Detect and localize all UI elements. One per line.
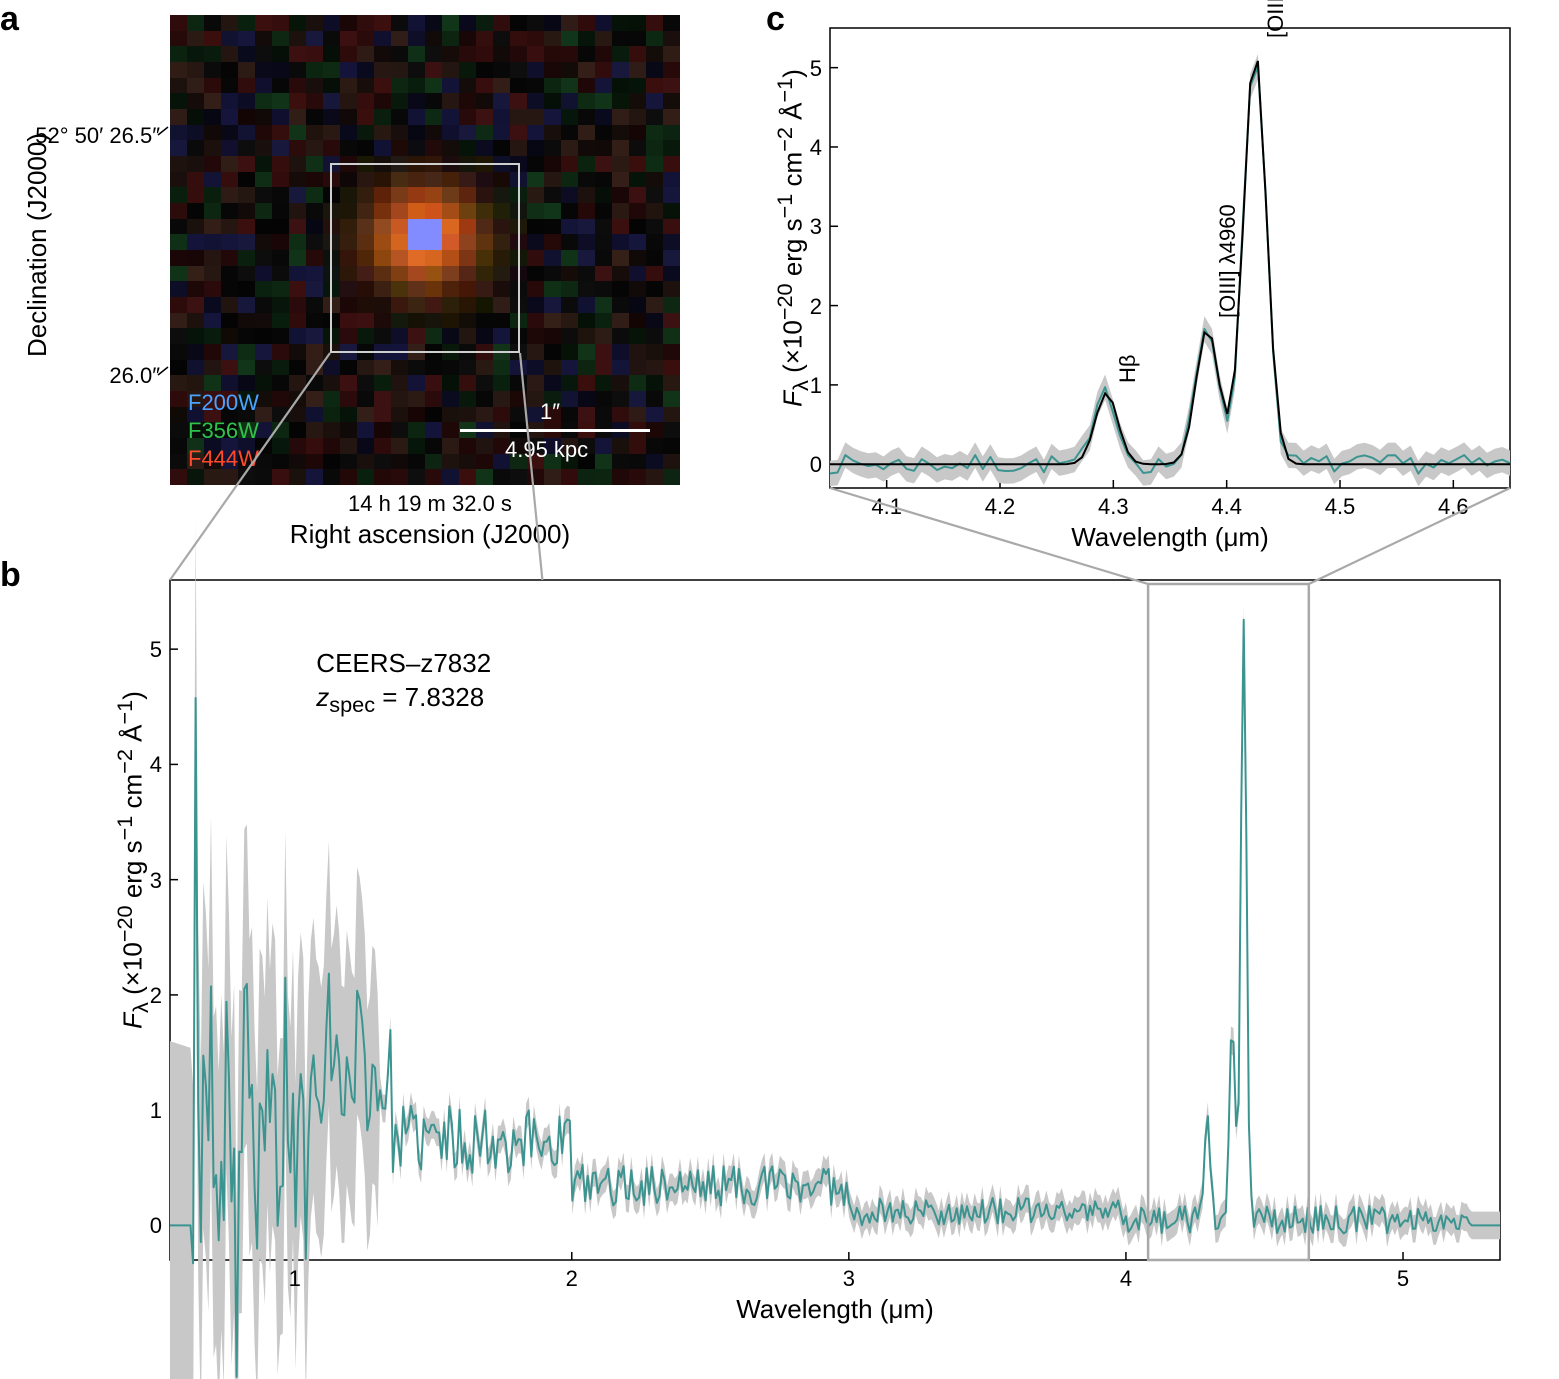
filter-legend-item: F200W: [188, 389, 259, 417]
xtick-label: 5: [1378, 1266, 1428, 1292]
panel-a-ylabel: Declination (J2000): [22, 95, 53, 395]
panel-a-xtick-0: 14 h 19 m 32.0 s: [320, 491, 540, 517]
spectral-line-label: Hβ: [1115, 354, 1141, 383]
ytick-label: 0: [780, 452, 822, 478]
scale-bottom-label: 4.95 kpc: [505, 437, 588, 463]
panel-c-xlabel: Wavelength (μm): [1060, 522, 1280, 553]
filter-legend-item: F444W: [188, 445, 259, 473]
filter-legend-item: F356W: [188, 417, 259, 445]
xtick-label: 4.4: [1202, 494, 1252, 520]
ytick-label: 2: [120, 983, 162, 1009]
ytick-label: 5: [780, 56, 822, 82]
panel-a: 1″ 4.95 kpc F200WF356WF444W: [170, 15, 680, 485]
ytick-label: 4: [780, 135, 822, 161]
ytick-label: 0: [120, 1213, 162, 1239]
panel-b-title-line1: CEERS–z7832: [316, 648, 491, 679]
panel-letter-b: b: [0, 556, 21, 595]
ytick-label: 3: [120, 868, 162, 894]
xtick-label: 4.3: [1088, 494, 1138, 520]
panel-b-xlabel: Wavelength (μm): [725, 1294, 945, 1325]
ytick-label: 3: [780, 214, 822, 240]
spectral-line-label: [OIII] λ4960: [1215, 204, 1241, 318]
xtick-label: 4: [1101, 1266, 1151, 1292]
xtick-label: 4.6: [1428, 494, 1478, 520]
xtick-label: 4.5: [1315, 494, 1365, 520]
panel-b-ylabel: Fλ (×10−20 erg s−1 cm−2 Å−1): [112, 580, 154, 1140]
figure-stage: a b c 1″ 4.95 kpc F200WF356WF444W 52° 50…: [0, 0, 1559, 1379]
panel-b-title-line2: zspec = 7.8328: [316, 682, 484, 718]
ytick-label: 2: [780, 294, 822, 320]
xtick-label: 1: [270, 1266, 320, 1292]
xtick-label: 2: [547, 1266, 597, 1292]
spectral-line-label: [OIII] λ5008: [1263, 0, 1289, 38]
panel-a-xlabel: Right ascension (J2000): [250, 519, 610, 550]
filter-legend: F200WF356WF444W: [188, 389, 259, 473]
panel-a-ytick-marks: [158, 15, 170, 485]
ytick-label: 1: [780, 373, 822, 399]
panel-letter-a: a: [0, 0, 19, 39]
xtick-label: 3: [824, 1266, 874, 1292]
xtick-label: 4.2: [975, 494, 1025, 520]
ytick-label: 5: [120, 637, 162, 663]
xtick-label: 4.1: [862, 494, 912, 520]
ytick-label: 1: [120, 1098, 162, 1124]
panel-c-plot: [830, 28, 1510, 488]
scale-top-label: 1″: [540, 399, 560, 425]
scale-bar: [460, 429, 650, 432]
ytick-label: 4: [120, 752, 162, 778]
